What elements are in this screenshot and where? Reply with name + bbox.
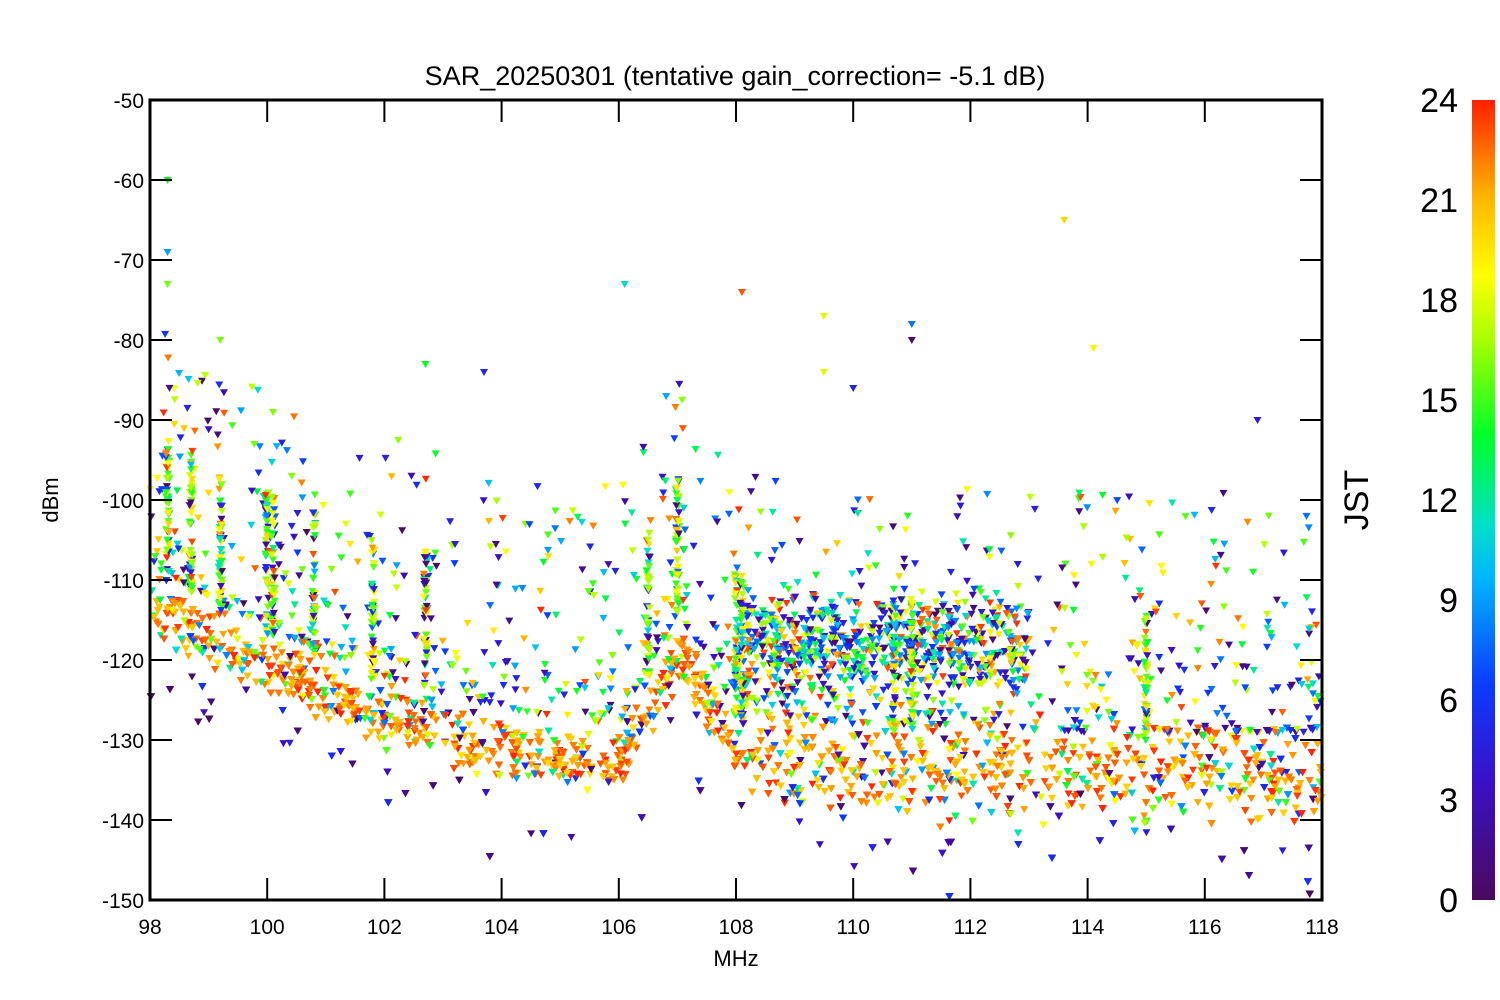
scatter-point xyxy=(324,716,333,724)
scatter-point xyxy=(1140,812,1149,820)
scatter-point xyxy=(768,725,777,733)
scatter-point xyxy=(1193,799,1202,807)
scatter-point xyxy=(649,727,658,735)
scatter-point xyxy=(448,721,457,729)
scatter-point xyxy=(1079,743,1088,751)
scatter-point xyxy=(705,729,714,737)
scatter-point xyxy=(1265,777,1274,785)
scatter-point xyxy=(957,792,966,800)
scatter-point xyxy=(721,710,730,718)
scatter-point xyxy=(1142,829,1151,837)
scatter-point xyxy=(200,709,209,717)
scatter-point xyxy=(808,780,817,788)
scatter-point xyxy=(508,733,517,741)
scatter-point xyxy=(1210,743,1219,751)
scatter-point xyxy=(275,641,284,649)
scatter-point xyxy=(1078,803,1087,811)
scatter-point xyxy=(1227,732,1236,740)
scatter-point xyxy=(285,739,294,747)
scatter-point xyxy=(795,818,804,826)
scatter-point xyxy=(667,650,676,658)
scatter-point xyxy=(1040,778,1049,786)
scatter-point xyxy=(1278,708,1287,716)
scatter-point xyxy=(878,755,887,763)
scatter-point xyxy=(1278,847,1287,855)
scatter-point xyxy=(1188,766,1197,774)
scatter-point xyxy=(785,725,794,733)
scatter-point xyxy=(877,769,886,777)
scatter-point xyxy=(527,761,536,769)
scatter-point xyxy=(586,770,595,778)
scatter-point xyxy=(1047,795,1056,803)
scatter-point xyxy=(862,799,871,807)
scatter-point xyxy=(945,817,954,825)
scatter-point xyxy=(899,795,908,803)
scatter-point xyxy=(195,622,204,630)
scatter-point xyxy=(184,652,193,660)
scatter-point xyxy=(960,768,969,776)
scatter-point xyxy=(219,631,228,639)
scatter-point xyxy=(1040,751,1049,759)
scatter-point xyxy=(188,673,197,681)
scatter-point xyxy=(1085,753,1094,761)
scatter-point xyxy=(946,757,955,765)
scatter-point xyxy=(1242,764,1251,772)
scatter-point xyxy=(411,718,420,726)
scatter-point xyxy=(1013,744,1022,752)
scatter-points xyxy=(146,177,1326,901)
scatter-point xyxy=(932,778,941,786)
scatter-point xyxy=(883,795,892,803)
scatter-point xyxy=(730,740,739,748)
scatter-point xyxy=(349,695,358,703)
scatter-point xyxy=(799,722,808,730)
scatter-point xyxy=(850,863,859,871)
scatter-point xyxy=(815,841,824,849)
scatter-point xyxy=(1128,776,1137,784)
scatter-point xyxy=(1178,773,1187,781)
scatter-point xyxy=(191,643,200,651)
scatter-point xyxy=(645,706,654,714)
scatter-point xyxy=(1148,743,1157,751)
scatter-point xyxy=(1179,754,1188,762)
scatter-point xyxy=(1020,806,1029,814)
scatter-point xyxy=(278,660,287,668)
scatter-point xyxy=(286,656,295,664)
scatter-point xyxy=(952,777,961,785)
scatter-point xyxy=(279,740,288,748)
scatter-point xyxy=(1197,767,1206,775)
scatter-point xyxy=(583,744,592,752)
scatter-point xyxy=(654,679,663,687)
scatter-point xyxy=(772,779,781,787)
scatter-point xyxy=(867,783,876,791)
scatter-point xyxy=(571,775,580,783)
scatter-point xyxy=(567,834,576,842)
scatter-point xyxy=(1069,750,1078,758)
scatter-point xyxy=(1046,753,1055,761)
scatter-point xyxy=(1022,739,1031,747)
scatter-point xyxy=(527,830,536,838)
scatter-point xyxy=(992,751,1001,759)
scatter-point xyxy=(563,778,572,786)
scatter-point xyxy=(978,762,987,770)
scatter-point xyxy=(1007,737,1016,745)
scatter-point xyxy=(855,765,864,773)
scatter-point xyxy=(666,717,675,725)
scatter-point xyxy=(1176,738,1185,746)
scatter-point xyxy=(1064,790,1073,798)
scatter-point xyxy=(277,649,286,657)
scatter-point xyxy=(375,735,384,743)
chart-title: SAR_20250301 (tentative gain_correction=… xyxy=(425,61,1046,91)
scatter-point xyxy=(897,774,906,782)
scatter-point xyxy=(524,772,533,780)
scatter-point xyxy=(914,710,923,718)
